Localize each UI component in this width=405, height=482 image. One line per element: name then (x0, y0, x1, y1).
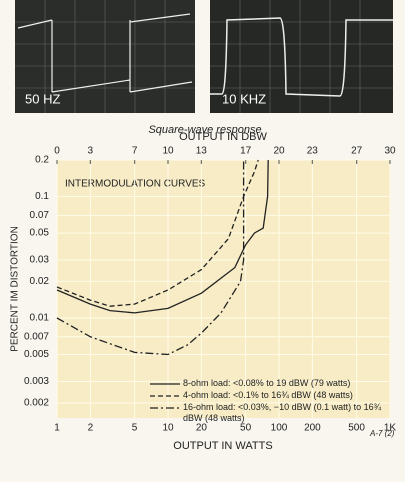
legend-label: 8-ohm load: <0.08% to 19 dBW (79 watts) (183, 378, 351, 388)
y-tick-label: 0.007 (24, 331, 49, 342)
x-tick-label: 1 (54, 423, 60, 434)
x2-tick-label: 17 (240, 146, 252, 157)
y-tick-label: 0.2 (35, 155, 49, 166)
x-tick-label: 1K (384, 423, 397, 434)
x2-tick-label: 3 (88, 146, 94, 157)
x-tick-label: 100 (271, 423, 288, 434)
x2-tick-label: 13 (196, 146, 208, 157)
x-axis-title: OUTPUT IN WATTS (173, 440, 272, 452)
figure-note: A-7 (2) (369, 429, 395, 438)
photo-label: 10 KHZ (222, 91, 266, 106)
x-tick-label: 5 (132, 423, 138, 434)
x-tick-label: 500 (348, 423, 365, 434)
y-tick-label: 0.002 (24, 397, 49, 408)
photo-label: 50 HZ (25, 91, 60, 106)
y-tick-label: 0.003 (24, 376, 49, 387)
legend-label: 4-ohm load: <0.1% to 16¾ dBW (48 watts) (183, 390, 353, 400)
plot-area (57, 160, 390, 418)
y-tick-label: 0.005 (24, 349, 49, 360)
y-axis-title: PERCENT IM DISTORTION (10, 226, 21, 352)
y-tick-label: 0.01 (30, 313, 50, 324)
y-tick-label: 0.02 (30, 276, 50, 287)
x2-tick-label: 7 (132, 146, 138, 157)
x2-tick-label: 30 (384, 146, 396, 157)
series-line (56, 160, 245, 356)
series-line (56, 159, 259, 307)
annotation: INTERMODULATION CURVES (65, 179, 206, 190)
legend-label: 16-ohm load: <0.03%, −10 dBW (0.1 watt) … (183, 402, 382, 423)
x2-axis-title: OUTPUT IN DBW (179, 131, 267, 143)
caption: Square-wave response (148, 124, 261, 136)
x-tick-label: 2 (88, 423, 94, 434)
x2-tick-label: 23 (307, 146, 319, 157)
x2-tick-label: 27 (351, 146, 363, 157)
scope-photos: 50 HZ 10 KHZ (15, 0, 393, 113)
x2-tick-label: 20 (273, 146, 285, 157)
x-tick-label: 50 (240, 423, 252, 434)
y-tick-label: 0.07 (30, 210, 50, 221)
x-tick-label: 20 (196, 423, 208, 434)
x2-tick-label: 0 (54, 146, 60, 157)
x-tick-label: 200 (304, 423, 321, 434)
y-tick-label: 0.1 (35, 191, 49, 202)
x-tick-label: 10 (162, 423, 174, 434)
y-tick-label: 0.05 (30, 228, 50, 239)
x2-tick-label: 10 (162, 146, 174, 157)
series-line (56, 159, 269, 314)
y-tick-label: 0.03 (30, 255, 50, 266)
